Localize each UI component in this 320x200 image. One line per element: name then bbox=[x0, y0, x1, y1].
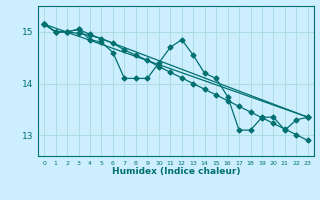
X-axis label: Humidex (Indice chaleur): Humidex (Indice chaleur) bbox=[112, 167, 240, 176]
